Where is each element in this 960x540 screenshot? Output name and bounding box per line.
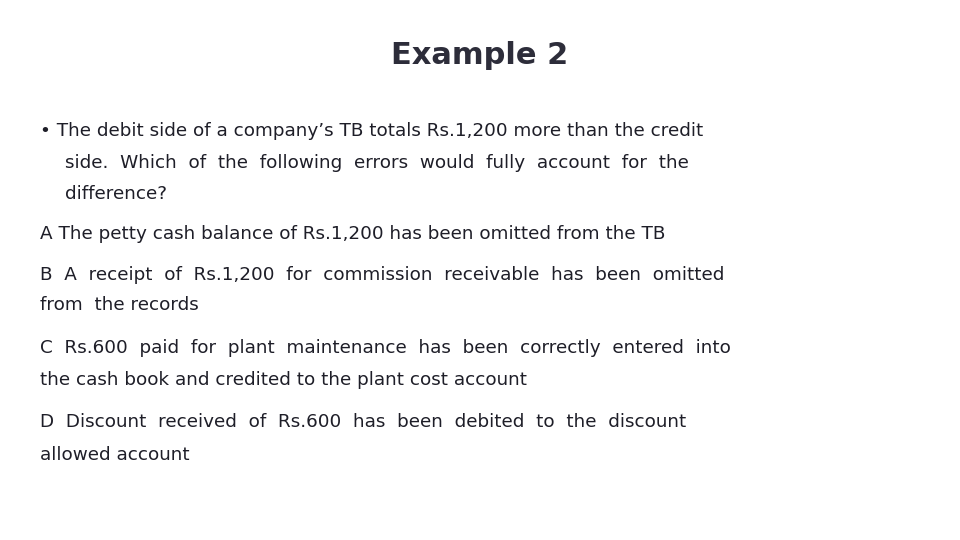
Text: D  Discount  received  of  Rs.600  has  been  debited  to  the  discount: D Discount received of Rs.600 has been d… [40,413,686,431]
Text: side.  Which  of  the  following  errors  would  fully  account  for  the: side. Which of the following errors woul… [65,154,689,172]
Text: • The debit side of a company’s TB totals Rs.1,200 more than the credit: • The debit side of a company’s TB total… [40,122,704,139]
Text: the cash book and credited to the plant cost account: the cash book and credited to the plant … [40,371,527,389]
Text: allowed account: allowed account [40,446,190,463]
Text: Example 2: Example 2 [392,40,568,70]
Text: A The petty cash balance of Rs.1,200 has been omitted from the TB: A The petty cash balance of Rs.1,200 has… [40,225,665,243]
Text: from  the records: from the records [40,296,199,314]
Text: C  Rs.600  paid  for  plant  maintenance  has  been  correctly  entered  into: C Rs.600 paid for plant maintenance has … [40,339,732,356]
Text: difference?: difference? [65,185,167,202]
Text: B  A  receipt  of  Rs.1,200  for  commission  receivable  has  been  omitted: B A receipt of Rs.1,200 for commission r… [40,266,725,284]
